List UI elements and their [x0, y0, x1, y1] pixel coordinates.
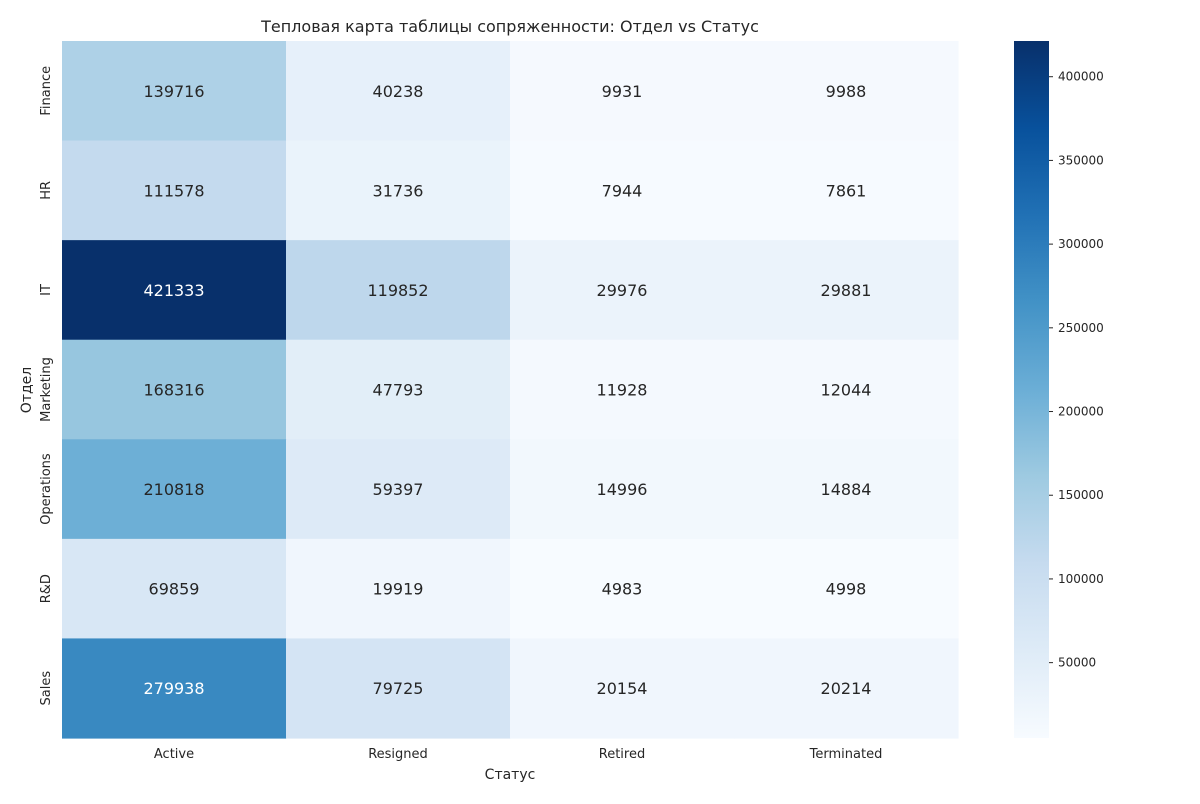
cell-value-label: 20214	[821, 679, 872, 698]
heatmap-cell	[286, 538, 511, 640]
heatmap-cell	[62, 439, 287, 540]
cell-value-label: 12044	[821, 381, 872, 400]
x-tick-label: Resigned	[368, 747, 428, 762]
colorbar-tick-label: 150000	[1058, 488, 1104, 502]
cell-value-label: 9931	[602, 82, 643, 101]
cell-value-label: 69859	[149, 580, 200, 599]
cell-value-label: 279938	[143, 679, 204, 698]
cell-value-label: 79725	[373, 679, 424, 698]
cell-value-label: 4998	[826, 580, 867, 599]
heatmap-cell	[510, 538, 735, 640]
heatmap-cell	[734, 638, 959, 739]
heatmap-cell	[62, 339, 287, 440]
heatmap-cell	[286, 638, 511, 739]
cell-value-label: 29881	[821, 281, 872, 300]
x-tick-label: Retired	[599, 747, 645, 762]
heatmap-cell	[286, 240, 511, 341]
heatmap-cell	[734, 439, 959, 540]
colorbar-tick-label: 350000	[1058, 153, 1104, 167]
cell-value-label: 40238	[373, 82, 424, 101]
cell-value-label: 14884	[821, 480, 872, 499]
heatmap-cell	[62, 240, 287, 341]
heatmap-cell	[510, 41, 735, 142]
colorbar-tick-label: 200000	[1058, 405, 1104, 419]
cell-value-label: 210818	[143, 480, 204, 499]
y-tick-label: IT	[39, 284, 54, 296]
heatmap-cell-labels: 139716 40238 9931 9988 111578 31736 7944 7861 42…	[143, 82, 871, 698]
heatmap-cell	[510, 240, 735, 341]
heatmap-cell	[62, 41, 287, 142]
cell-value-label: 168316	[143, 381, 204, 400]
cell-value-label: 111578	[143, 181, 204, 200]
y-tick-label: Sales	[39, 671, 54, 706]
heatmap-cell	[734, 240, 959, 341]
y-tick-label: HR	[39, 181, 54, 200]
cell-value-label: 4983	[602, 580, 643, 599]
cell-value-label: 7944	[602, 181, 643, 200]
heatmap-cell	[734, 339, 959, 440]
heatmap-cell	[286, 339, 511, 440]
cell-value-label: 119852	[367, 281, 428, 300]
cell-value-label: 31736	[373, 181, 424, 200]
cell-value-label: 139716	[143, 82, 204, 101]
cell-value-label: 9988	[826, 82, 867, 101]
y-tick-label: Marketing	[39, 357, 54, 422]
colorbar	[1014, 41, 1049, 738]
colorbar-tick-labels: 50000 100000 150000 200000 250000 300000 35000…	[1049, 70, 1104, 670]
heatmap-cell	[286, 41, 511, 142]
colorbar-tick-label: 100000	[1058, 572, 1104, 586]
cell-value-label: 7861	[826, 181, 867, 200]
cell-value-label: 421333	[143, 281, 204, 300]
chart-title: Тепловая карта таблицы сопряженности: От…	[260, 17, 759, 36]
colorbar-tick-label: 400000	[1058, 70, 1104, 84]
heatmap-cell	[734, 140, 959, 241]
heatmap-cell	[62, 538, 287, 640]
cell-value-label: 11928	[597, 381, 648, 400]
y-tick-labels: Finance HR IT Marketing Operations R&D Sales	[39, 66, 54, 706]
heatmap-cell	[734, 41, 959, 142]
cell-value-label: 29976	[597, 281, 648, 300]
heatmap-cell	[286, 439, 511, 540]
heatmap-cell	[510, 140, 735, 241]
cell-value-label: 14996	[597, 480, 648, 499]
heatmap-cell	[286, 140, 511, 241]
colorbar-tick-label: 250000	[1058, 321, 1104, 335]
y-axis-label: Отдел	[19, 367, 35, 413]
cell-value-label: 59397	[373, 480, 424, 499]
heatmap-cell	[734, 538, 959, 640]
heatmap-cell	[510, 439, 735, 540]
heatmap-cell	[510, 339, 735, 440]
x-tick-label: Active	[154, 747, 194, 762]
cell-value-label: 47793	[373, 381, 424, 400]
x-axis-label: Статус	[485, 767, 536, 783]
y-tick-label: R&D	[39, 574, 54, 603]
colorbar-tick-label: 300000	[1058, 237, 1104, 251]
y-tick-label: Finance	[39, 66, 54, 116]
y-tick-label: Operations	[39, 453, 54, 525]
x-tick-labels: Active Resigned Retired Terminated	[154, 747, 882, 762]
colorbar-tick-label: 50000	[1058, 656, 1096, 670]
cell-value-label: 19919	[373, 580, 424, 599]
heatmap-cells	[62, 41, 959, 739]
cell-value-label: 20154	[597, 679, 648, 698]
heatmap-cell	[62, 638, 287, 739]
x-tick-label: Terminated	[809, 747, 883, 762]
heatmap-cell	[62, 140, 287, 241]
heatmap-cell	[510, 638, 735, 739]
